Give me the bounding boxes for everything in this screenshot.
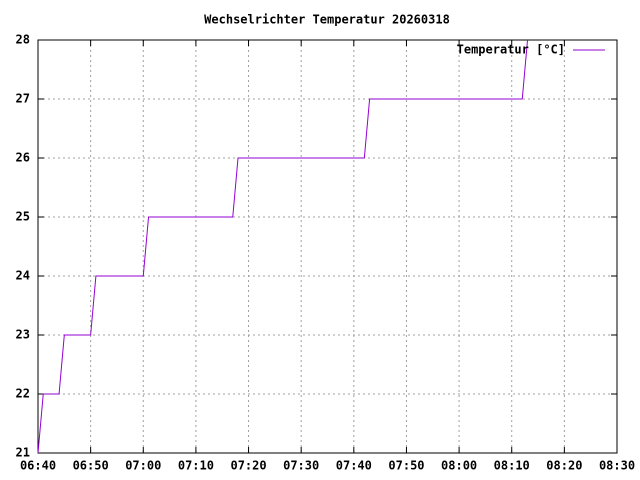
x-tick-label: 08:30 <box>599 459 635 473</box>
chart-title: Wechselrichter Temperatur 20260318 <box>204 13 450 27</box>
x-tick-label: 06:40 <box>20 459 56 473</box>
y-tick-label: 21 <box>16 446 30 460</box>
legend-label: Temperatur [°C] <box>457 43 565 57</box>
x-tick-label: 07:30 <box>283 459 319 473</box>
y-tick-label: 25 <box>16 210 30 224</box>
y-tick-label: 28 <box>16 33 30 47</box>
x-tick-label: 08:20 <box>546 459 582 473</box>
y-tick-label: 22 <box>16 387 30 401</box>
x-tick-label: 08:00 <box>441 459 477 473</box>
y-tick-label: 24 <box>16 269 30 283</box>
data-line <box>37 39 529 454</box>
y-tick-label: 27 <box>16 92 30 106</box>
y-tick-label: 26 <box>16 151 30 165</box>
x-tick-label: 07:10 <box>178 459 214 473</box>
x-tick-label: 07:20 <box>230 459 266 473</box>
x-tick-label: 08:10 <box>494 459 530 473</box>
x-tick-label: 07:50 <box>388 459 424 473</box>
y-tick-label: 23 <box>16 328 30 342</box>
plot-frame <box>37 39 618 454</box>
x-tick-label: 07:00 <box>125 459 161 473</box>
x-tick-label: 07:40 <box>336 459 372 473</box>
x-tick-label: 06:50 <box>73 459 109 473</box>
